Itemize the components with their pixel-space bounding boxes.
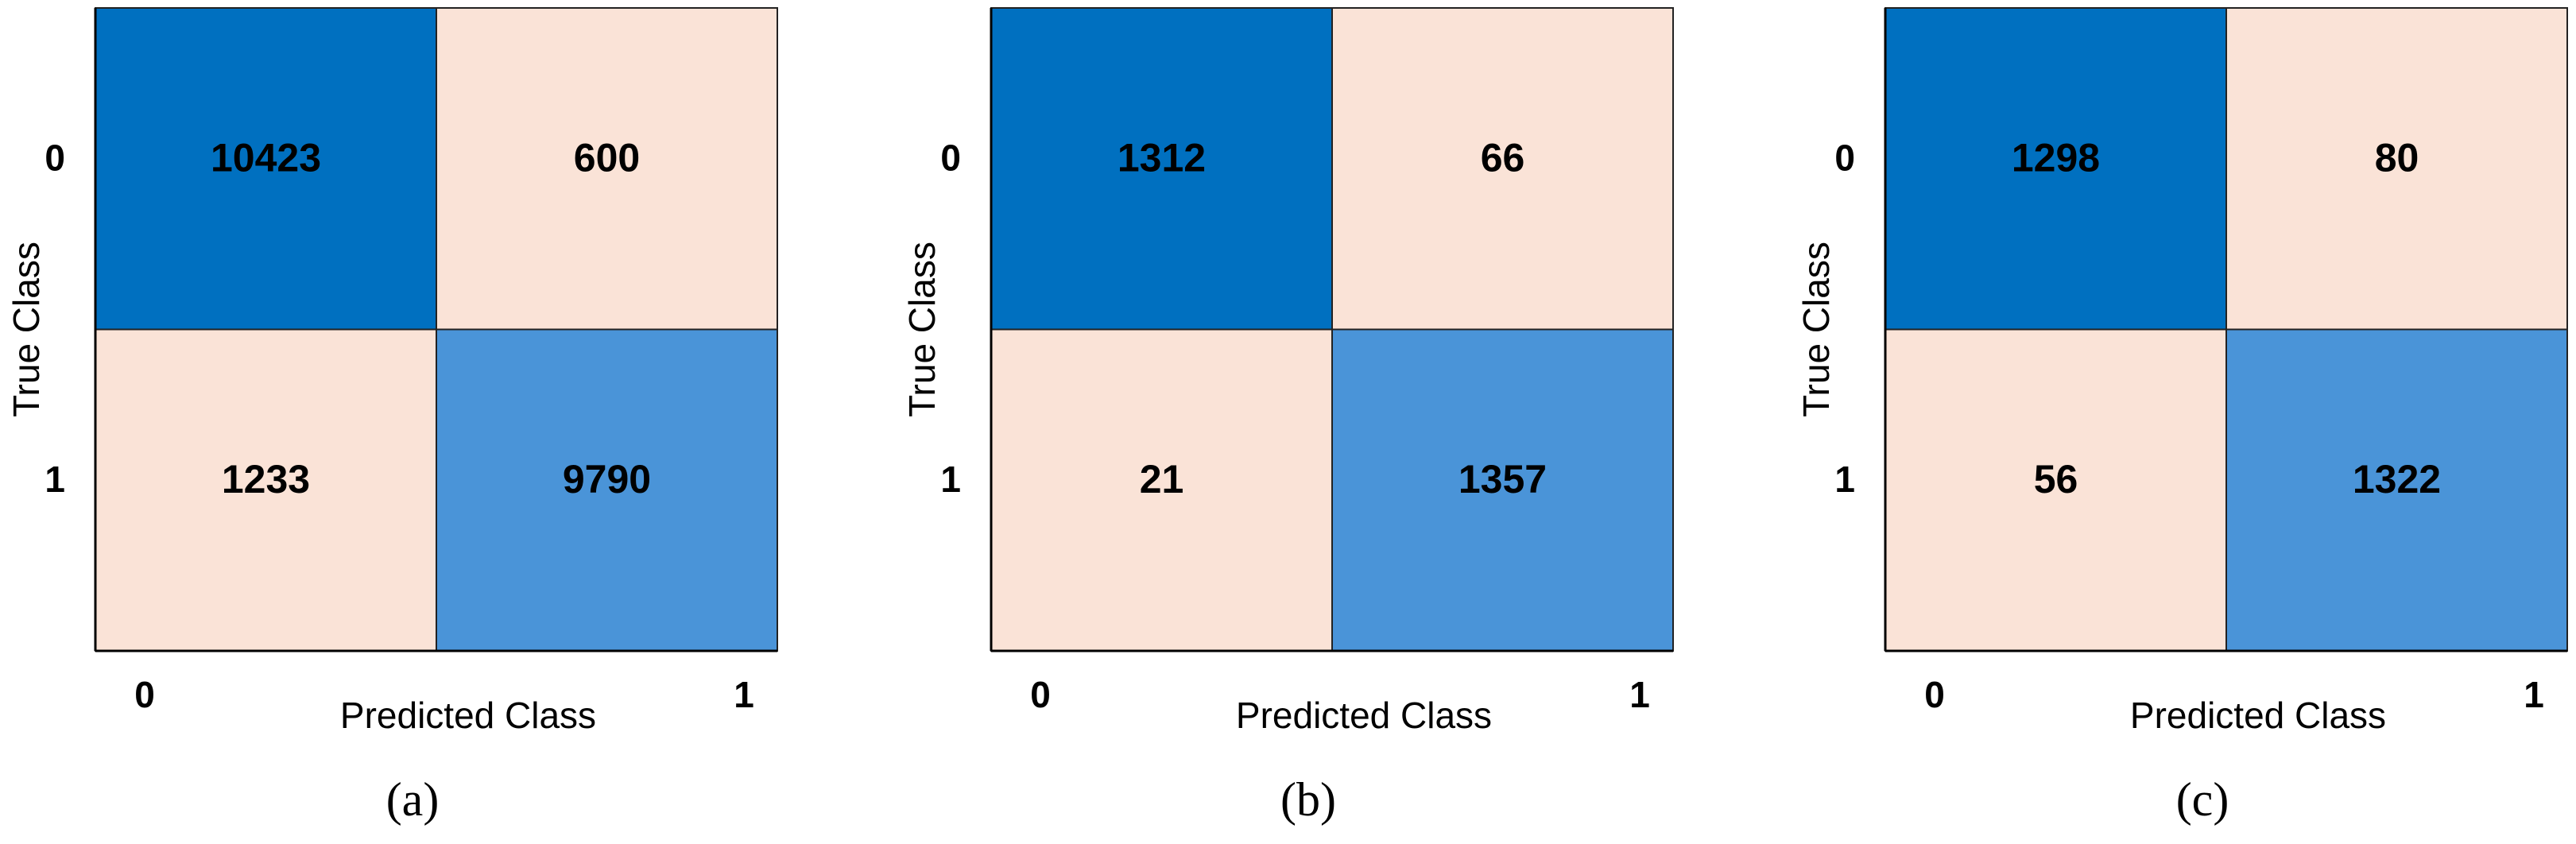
x-tick-label: 0 [1030, 674, 1051, 715]
cell [1331, 7, 1674, 331]
cell-value: 1322 [2353, 457, 2441, 501]
cell-value: 1233 [222, 457, 310, 501]
cell-value: 9790 [563, 457, 651, 501]
y-axis-label: True Class [1795, 242, 1837, 417]
cell-value: 80 [2375, 135, 2419, 180]
cell-value: 600 [574, 135, 640, 180]
cell-value: 10423 [211, 135, 321, 180]
y-tick-label: 1 [940, 459, 961, 500]
caption: (b) [1280, 773, 1336, 826]
cell [1331, 328, 1674, 652]
cell [1885, 7, 2227, 331]
cell [2225, 328, 2568, 652]
cell-value: 1357 [1458, 457, 1547, 501]
cell-value: 1312 [1118, 135, 1206, 180]
x-tick-label: 0 [134, 674, 155, 715]
y-tick-label: 0 [940, 137, 961, 178]
cell-value: 21 [1140, 457, 1184, 501]
x-axis-label: Predicted Class [2130, 695, 2386, 736]
cell [990, 328, 1333, 652]
cell [436, 328, 778, 652]
caption: (c) [2176, 773, 2229, 826]
x-tick-label: 0 [1924, 674, 1945, 715]
cell [95, 328, 437, 652]
y-axis-label: True Class [6, 242, 47, 417]
x-axis-label: Predicted Class [340, 695, 596, 736]
caption: (a) [386, 773, 440, 826]
x-axis-label: Predicted Class [1236, 695, 1492, 736]
cell-value: 56 [2034, 457, 2078, 501]
y-tick-label: 0 [45, 137, 65, 178]
x-tick-label: 1 [2524, 674, 2544, 715]
cell-value: 66 [1481, 135, 1525, 180]
y-tick-label: 1 [45, 459, 65, 500]
y-tick-label: 1 [1834, 459, 1855, 500]
cell [95, 7, 437, 331]
x-tick-label: 1 [734, 674, 754, 715]
cell-value: 1298 [2012, 135, 2100, 180]
x-tick-label: 1 [1629, 674, 1650, 715]
y-axis-label: True Class [901, 242, 943, 417]
cell [2225, 7, 2568, 331]
cell [436, 7, 778, 331]
y-tick-label: 0 [1834, 137, 1855, 178]
